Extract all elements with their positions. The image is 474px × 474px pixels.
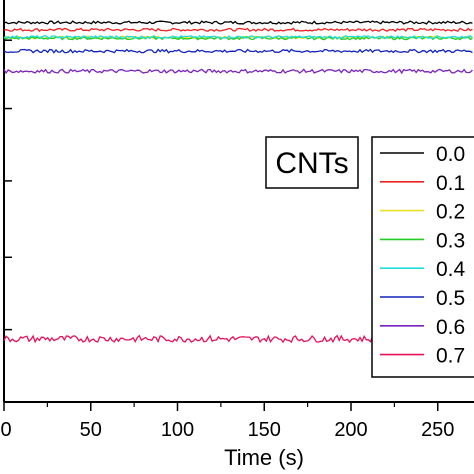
legend-title-box: CNTs — [265, 136, 359, 189]
series-line-0.5 — [3, 48, 473, 54]
x-tick-label: 250 — [421, 419, 454, 441]
series-line-0.4 — [3, 34, 473, 40]
x-tick-label: 200 — [334, 419, 367, 441]
x-axis-ticks: 0 50 100 150 200 250 — [0, 402, 454, 441]
x-tick-label: 0 — [0, 419, 11, 441]
legend-label: 0.0 — [436, 143, 465, 166]
legend-label: 0.4 — [436, 258, 466, 281]
x-tick-label: 150 — [248, 419, 281, 441]
legend-title: CNTs — [275, 147, 348, 180]
x-axis-label: Time (s) — [224, 445, 304, 470]
legend-label: 0.7 — [436, 345, 465, 368]
series-line-0.0 — [3, 20, 473, 25]
legend-label: 0.6 — [436, 316, 465, 339]
legend-label: 0.1 — [436, 172, 465, 195]
legend: 0.0 0.1 0.2 0.3 0.4 0.5 0.6 0.7 — [371, 136, 474, 378]
legend-label: 0.2 — [436, 201, 465, 224]
legend-label: 0.3 — [436, 229, 465, 252]
series-line-0.6 — [3, 68, 473, 75]
y-axis-ticks — [4, 39, 12, 331]
x-tick-label: 50 — [80, 419, 102, 441]
series-line-0.1 — [3, 27, 473, 32]
legend-label: 0.5 — [436, 287, 465, 310]
x-tick-label: 100 — [161, 419, 194, 441]
